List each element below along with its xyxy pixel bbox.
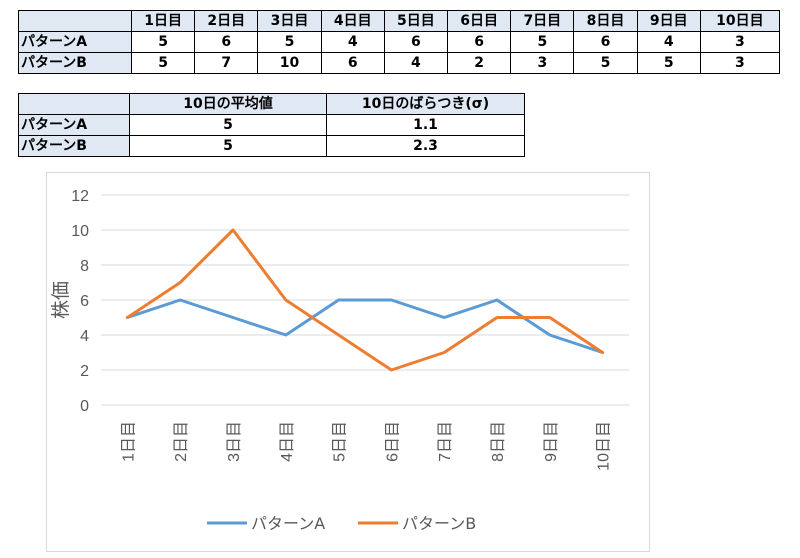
sd-cell: 1.1 bbox=[326, 114, 525, 136]
series-line-a bbox=[125, 298, 605, 354]
x-tick-label: 10日目 bbox=[596, 421, 613, 471]
x-tick-label: 9日目 bbox=[543, 421, 560, 462]
value-cell: 6 bbox=[573, 31, 638, 53]
value-cell: 5 bbox=[257, 31, 322, 53]
sd-cell: 2.3 bbox=[326, 135, 525, 157]
day-header-cell: 10日目 bbox=[699, 10, 781, 32]
x-tick-label: 1日目 bbox=[120, 421, 137, 462]
day-header-cell: 7日目 bbox=[510, 10, 575, 32]
corner-cell bbox=[18, 10, 132, 32]
legend-label: パターンA bbox=[251, 514, 325, 533]
value-cell: 5 bbox=[130, 31, 196, 53]
y-tick-label: 12 bbox=[71, 188, 89, 205]
y-tick-label: 4 bbox=[80, 328, 89, 345]
day-header-cell: 2日目 bbox=[194, 10, 259, 32]
value-cell: 3 bbox=[510, 52, 575, 74]
row-label: パターンA bbox=[18, 114, 130, 136]
y-tick-label: 8 bbox=[80, 258, 89, 275]
day-header-cell: 5日目 bbox=[383, 10, 449, 32]
row-label: パターンB bbox=[18, 135, 130, 157]
value-cell: 6 bbox=[383, 31, 449, 53]
value-cell: 3 bbox=[699, 52, 781, 74]
row-label: パターンA bbox=[18, 31, 132, 53]
table-header-row: 1日目 2日目 3日目 4日目 5日目 6日目 7日目 8日目 9日目 10日目 bbox=[18, 10, 781, 32]
x-tick-label: 7日目 bbox=[437, 421, 454, 462]
corner-cell bbox=[18, 93, 130, 115]
x-tick-label: 2日目 bbox=[173, 421, 190, 462]
chart-canvas: 0 2 4 6 8 10 12 株価 1日目 2日目 3日目 4日目 5日目 6日目 7日目 8日目 9日目 10… bbox=[50, 188, 629, 533]
y-tick-label: 10 bbox=[71, 223, 89, 240]
mean-cell: 5 bbox=[129, 135, 327, 157]
row-label: パターンB bbox=[18, 52, 132, 74]
value-cell: 6 bbox=[194, 31, 259, 53]
daily-price-table: 1日目 2日目 3日目 4日目 5日目 6日目 7日目 8日目 9日目 10日目… bbox=[18, 10, 781, 74]
table-header-row: 10日の平均値 10日のばらつき(σ) bbox=[18, 93, 525, 115]
value-cell: 4 bbox=[320, 31, 385, 53]
x-tick-label: 8日目 bbox=[490, 421, 507, 462]
x-tick-label: 3日目 bbox=[226, 421, 243, 462]
table-row: パターンB 5 7 10 6 4 2 3 5 5 3 bbox=[18, 52, 781, 74]
sd-header-cell: 10日のばらつき(σ) bbox=[326, 93, 525, 115]
value-cell: 5 bbox=[636, 52, 701, 74]
series-line-b bbox=[125, 228, 605, 372]
table-row: パターンB 5 2.3 bbox=[18, 135, 525, 157]
mean-cell: 5 bbox=[129, 114, 327, 136]
value-cell: 5 bbox=[510, 31, 575, 53]
x-tick-label: 4日目 bbox=[279, 421, 296, 462]
day-header-cell: 3日目 bbox=[257, 10, 322, 32]
value-cell: 4 bbox=[383, 52, 449, 74]
table-row: パターンA 5 1.1 bbox=[18, 114, 525, 136]
legend-label: パターンB bbox=[402, 514, 476, 533]
table-row: パターンA 5 6 5 4 6 6 5 6 4 3 bbox=[18, 31, 781, 53]
value-cell: 2 bbox=[447, 52, 512, 74]
day-header-cell: 6日目 bbox=[447, 10, 512, 32]
mean-header-cell: 10日の平均値 bbox=[129, 93, 327, 115]
day-header-cell: 1日目 bbox=[130, 10, 196, 32]
y-tick-label: 6 bbox=[80, 293, 89, 310]
value-cell: 7 bbox=[194, 52, 259, 74]
day-header-cell: 8日目 bbox=[573, 10, 638, 32]
value-cell: 5 bbox=[573, 52, 638, 74]
value-cell: 4 bbox=[636, 31, 701, 53]
value-cell: 3 bbox=[699, 31, 781, 53]
line-chart: 0 2 4 6 8 10 12 株価 1日目 2日目 3日目 4日目 5日目 6日目 7日目 8日目 9日目 10… bbox=[46, 172, 650, 552]
y-tick-label: 2 bbox=[80, 363, 89, 380]
value-cell: 5 bbox=[130, 52, 196, 74]
summary-stats-table: 10日の平均値 10日のばらつき(σ) パターンA 5 1.1 パターンB 5 … bbox=[18, 93, 525, 157]
x-tick-label: 6日目 bbox=[384, 421, 401, 462]
y-axis-title: 株価 bbox=[50, 281, 72, 319]
value-cell: 10 bbox=[257, 52, 322, 74]
value-cell: 6 bbox=[447, 31, 512, 53]
day-header-cell: 4日目 bbox=[320, 10, 385, 32]
y-tick-label: 0 bbox=[80, 398, 89, 415]
day-header-cell: 9日目 bbox=[636, 10, 701, 32]
x-tick-label: 5日目 bbox=[332, 421, 349, 462]
value-cell: 6 bbox=[320, 52, 385, 74]
